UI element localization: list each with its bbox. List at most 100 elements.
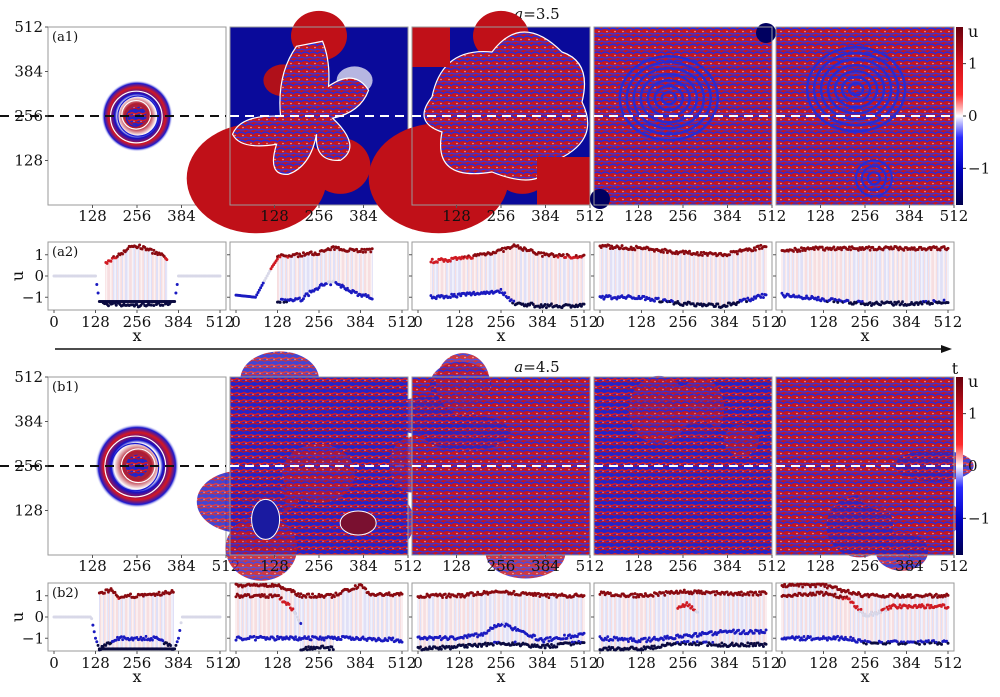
data-point xyxy=(485,644,489,648)
data-point xyxy=(902,248,906,252)
data-point xyxy=(539,251,543,255)
spiral-arm xyxy=(646,78,692,118)
data-point xyxy=(105,261,109,265)
data-point xyxy=(660,248,664,252)
data-point xyxy=(713,304,717,308)
spiral-arm xyxy=(660,90,678,106)
data-point xyxy=(429,260,433,264)
data-point xyxy=(175,283,179,286)
data-point xyxy=(309,595,313,599)
data-point xyxy=(294,635,298,639)
data-point xyxy=(582,641,586,645)
data-point xyxy=(330,595,334,599)
data-point xyxy=(563,633,567,637)
x-tick-label: 384 xyxy=(710,313,739,331)
data-point xyxy=(139,635,143,639)
data-point xyxy=(946,641,950,645)
x-axis-label: x xyxy=(860,326,869,345)
data-point xyxy=(265,274,269,278)
panel-label: (a1) xyxy=(52,30,78,45)
data-point xyxy=(424,595,428,599)
data-point xyxy=(143,638,147,642)
data-point xyxy=(619,246,623,250)
y-tick-label: 512 xyxy=(14,18,43,36)
data-point xyxy=(485,590,489,594)
data-point xyxy=(547,639,551,643)
data-point xyxy=(946,605,950,609)
data-point xyxy=(792,249,796,253)
colorbar-tick-label: 1 xyxy=(968,405,978,423)
data-point xyxy=(620,244,624,248)
data-point xyxy=(435,260,439,264)
y-tick-label: 384 xyxy=(14,413,43,431)
spiral-arm xyxy=(625,60,713,136)
data-point xyxy=(307,645,311,649)
data-point xyxy=(606,635,610,639)
data-point xyxy=(598,592,602,596)
data-point xyxy=(934,245,938,249)
domain-patch xyxy=(857,474,925,512)
data-point xyxy=(607,243,611,247)
data-point xyxy=(694,304,698,308)
data-point xyxy=(752,246,756,250)
data-point xyxy=(138,243,142,247)
data-point xyxy=(263,593,267,597)
data-point xyxy=(643,298,647,302)
data-point xyxy=(481,633,485,637)
spiral-arm xyxy=(819,58,893,121)
x-tick-label: 512 xyxy=(940,557,969,575)
data-point xyxy=(836,300,840,304)
data-point xyxy=(171,590,175,594)
x-tick-label: 256 xyxy=(123,557,152,575)
data-point xyxy=(360,247,364,251)
data-point xyxy=(304,645,308,649)
data-point xyxy=(114,303,118,307)
x-tick-label: 256 xyxy=(851,207,880,225)
data-point xyxy=(109,259,113,263)
data-point xyxy=(353,584,357,588)
data-point xyxy=(798,249,802,253)
data-point xyxy=(299,621,303,625)
panel-label: (b1) xyxy=(52,380,79,395)
data-point xyxy=(700,253,704,257)
data-point xyxy=(96,291,100,295)
data-point xyxy=(311,647,315,651)
data-point xyxy=(441,596,445,600)
data-point xyxy=(764,628,768,632)
data-point xyxy=(277,594,281,598)
x-tick-label: 128 xyxy=(445,654,474,672)
data-point xyxy=(601,294,605,298)
data-point xyxy=(516,244,520,248)
data-point xyxy=(946,246,950,250)
colorbar-b: u 1 0 −1 xyxy=(956,372,990,555)
data-point xyxy=(294,612,298,616)
data-point xyxy=(550,302,554,306)
x-tick-label: 384 xyxy=(167,557,196,575)
turbulent-field xyxy=(776,27,954,205)
data-point xyxy=(544,306,548,310)
data-point xyxy=(266,271,270,275)
data-point xyxy=(113,590,117,594)
colorbar-gradient xyxy=(956,377,963,555)
data-point xyxy=(483,641,487,645)
data-point xyxy=(531,593,535,597)
data-point xyxy=(174,643,178,647)
data-point xyxy=(304,595,308,599)
data-point xyxy=(156,593,160,597)
x-tick-label: 0 xyxy=(595,654,605,672)
data-point xyxy=(682,252,686,256)
data-point xyxy=(119,635,123,639)
data-point xyxy=(764,592,768,596)
data-point xyxy=(386,639,390,643)
data-point xyxy=(366,294,370,298)
data-point xyxy=(546,592,550,596)
data-point xyxy=(116,254,120,258)
x-tick-label: 128 xyxy=(627,654,656,672)
data-point xyxy=(849,248,853,252)
data-point xyxy=(503,291,507,295)
data-point xyxy=(751,298,755,302)
data-point xyxy=(130,636,134,640)
colorbar-tick-label: 0 xyxy=(968,457,978,475)
data-point xyxy=(761,644,765,648)
